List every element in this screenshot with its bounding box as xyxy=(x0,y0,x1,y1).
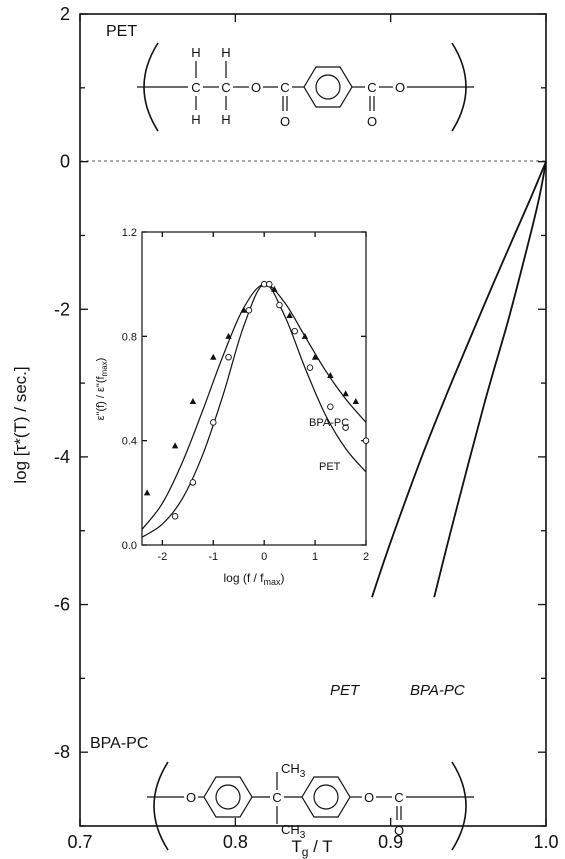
main-plot-frame xyxy=(79,13,547,827)
inset-series-label-pet: PET xyxy=(319,461,341,473)
inset-series-label-bpapc: BPA-PC xyxy=(309,417,349,429)
pet-atom-c4: C xyxy=(367,80,376,95)
series-label-pet: PET xyxy=(330,682,361,699)
inset-x-tick-label: 1 xyxy=(312,551,318,563)
inset-y-tick-label: 0.8 xyxy=(122,331,137,343)
bpapc-atom-c-quaternary: C xyxy=(272,790,281,805)
pet-atom-o1: O xyxy=(251,80,261,95)
pet-structure-label: PET xyxy=(106,23,137,40)
inset-point-pet xyxy=(362,437,370,444)
inset-point-pet xyxy=(276,301,283,309)
bpapc-atom-o1: O xyxy=(186,790,196,805)
inset-fit-line-bpapc xyxy=(141,283,367,530)
pet-atom-o2: O xyxy=(395,80,405,95)
inset-point-pet xyxy=(327,403,334,411)
inset-x-tick-label: -1 xyxy=(208,551,218,563)
inset-point-pet xyxy=(291,327,298,335)
pet-atom-c1: C xyxy=(191,80,200,95)
pet-atom-c2: C xyxy=(221,80,230,95)
pet-atom-o4: O xyxy=(367,114,377,129)
main-series-line-bpapc xyxy=(433,161,547,598)
main-series-line-pet xyxy=(371,161,547,598)
main-x-axis-label: Tg / T xyxy=(291,837,332,859)
bpapc-left-paren xyxy=(153,761,169,851)
inset-point-bpapc xyxy=(225,332,232,339)
inset-y-tick-label: 0.4 xyxy=(122,436,137,448)
bpapc-structure: BPA-PC O C CH3 CH3 O C O xyxy=(90,735,474,851)
bpapc-atom-c-carbonyl: C xyxy=(394,790,403,805)
pet-atom-h1: H xyxy=(191,45,200,60)
bpapc-atom-o3: O xyxy=(394,823,404,838)
inset-series xyxy=(141,280,370,538)
inset-plot-frame xyxy=(141,231,367,546)
inset-y-tick-label: 1.2 xyxy=(122,227,137,239)
inset-ticks: -2 -1 0 1 2 0.0 0.4 0.8 1.2 xyxy=(122,227,369,563)
inset-point-pet xyxy=(342,424,349,431)
inset-x-tick-label: 0 xyxy=(261,551,267,563)
inset-point-pet xyxy=(306,364,314,371)
bpapc-benzene-ring-1-icon xyxy=(203,776,253,818)
pet-structure: PET H H C C O C C O H H O O xyxy=(106,23,474,132)
inset-point-bpapc xyxy=(286,311,293,318)
bpapc-benzene-ring-2-icon xyxy=(301,776,351,818)
pet-atom-h3: H xyxy=(191,112,200,127)
bpapc-methyl-top: CH3 xyxy=(281,761,306,780)
pet-atom-c3: C xyxy=(280,80,289,95)
main-y-tick-label: -2 xyxy=(54,299,70,319)
pet-benzene-ring-icon xyxy=(303,66,353,108)
inset-point-pet xyxy=(266,280,273,288)
main-ticks: 0.7 0.8 0.9 1.0 2 0 -2 -4 -6 -8 xyxy=(54,4,559,852)
inset-point-bpapc xyxy=(143,489,151,496)
main-y-tick-label: 2 xyxy=(60,4,70,24)
main-y-tick-label: 0 xyxy=(60,152,70,172)
inset-x-tick-label: -2 xyxy=(157,551,167,563)
inset-point-bpapc xyxy=(311,353,319,360)
inset-point-pet xyxy=(225,353,232,361)
main-y-tick-label: -8 xyxy=(54,742,70,762)
inset-background xyxy=(142,232,366,545)
main-y-axis-label: log [τ*(T) / sec.] xyxy=(11,366,30,483)
main-y-tick-label: -4 xyxy=(54,447,70,467)
inset-fit-line-pet xyxy=(141,283,367,538)
inset-point-bpapc xyxy=(240,306,248,313)
inset-point-bpapc xyxy=(210,353,217,360)
inset-point-bpapc xyxy=(301,332,309,339)
bpapc-atom-o2: O xyxy=(364,790,374,805)
inset-chart: -2 -1 0 1 2 0.0 0.4 0.8 1.2 BPA-PC PET ε"(f) / ε… xyxy=(95,227,370,587)
main-series xyxy=(371,161,547,598)
main-x-tick-label: 0.9 xyxy=(378,832,403,852)
main-x-tick-label: 1.0 xyxy=(533,832,558,852)
inset-point-bpapc xyxy=(327,371,334,378)
main-chart: 0.7 0.8 0.9 1.0 2 0 -2 -4 -6 -8 log [τ*(T) / sec.… xyxy=(11,4,559,859)
inset-y-axis-label: ε"(f) / ε"(fmax) xyxy=(95,358,109,421)
pet-atom-h4: H xyxy=(221,112,230,127)
inset-point-bpapc xyxy=(342,390,349,397)
inset-point-bpapc xyxy=(352,398,360,405)
inset-x-axis-label: log (f / fmax) xyxy=(223,571,284,587)
inset-point-pet xyxy=(171,513,179,520)
pet-atom-o3: O xyxy=(280,114,290,129)
main-x-tick-label: 0.7 xyxy=(67,832,92,852)
main-y-tick-label: -6 xyxy=(54,595,70,615)
inset-point-bpapc xyxy=(189,398,197,405)
inset-point-pet xyxy=(189,479,197,486)
pet-atom-h2: H xyxy=(221,45,230,60)
main-x-tick-label: 0.8 xyxy=(223,832,248,852)
inset-point-pet xyxy=(245,307,253,314)
inset-point-pet xyxy=(210,419,217,426)
inset-x-tick-label: 2 xyxy=(363,551,369,563)
series-label-bpapc: BPA-PC xyxy=(410,682,465,699)
inset-point-bpapc xyxy=(171,442,179,449)
bpapc-right-paren xyxy=(451,761,467,851)
bpapc-methyl-bottom: CH3 xyxy=(281,822,306,841)
inset-y-tick-label: 0.0 xyxy=(122,540,137,552)
bpapc-structure-label: BPA-PC xyxy=(90,735,148,752)
